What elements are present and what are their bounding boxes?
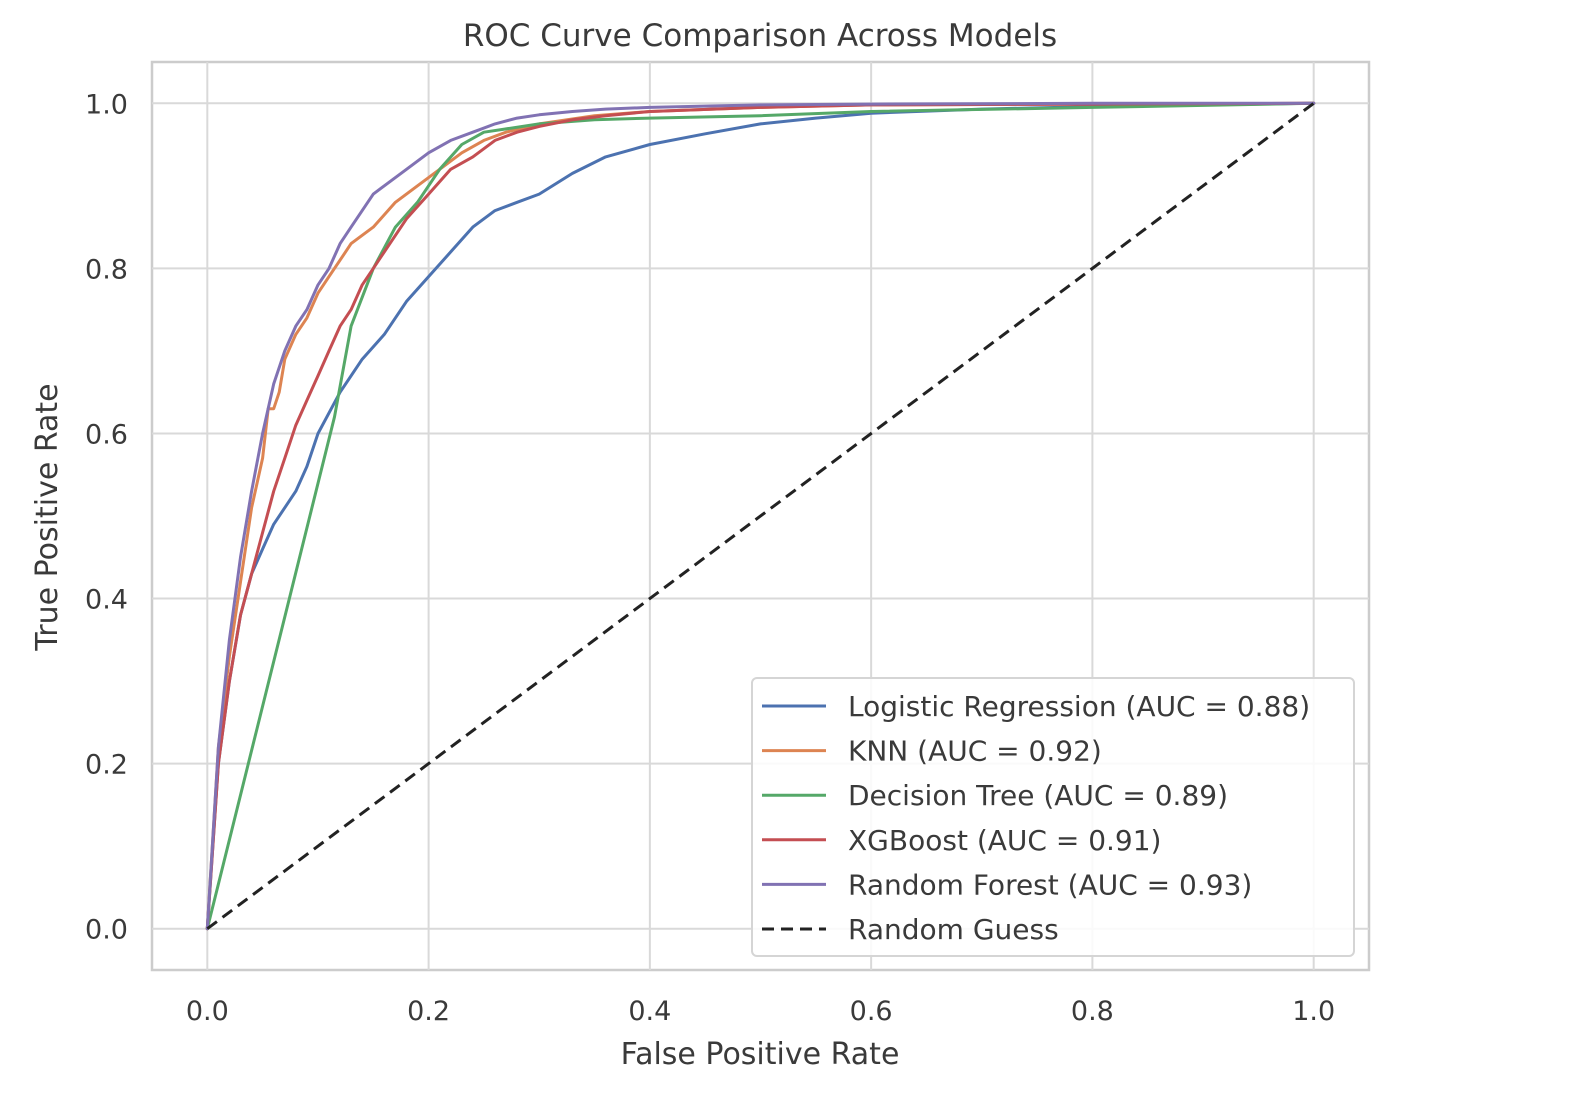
series-line-5	[206, 102, 1315, 930]
x-tick-label: 0.2	[407, 996, 450, 1027]
legend-box	[751, 677, 1355, 957]
y-tick-label: 0.8	[85, 254, 128, 285]
y-axis-label: True Positive Rate	[30, 383, 65, 651]
series-line-3	[205, 101, 1316, 931]
y-tick-label: 0.0	[85, 915, 128, 946]
y-tick-label: 0.2	[85, 750, 128, 781]
x-axis-label: False Positive Rate	[621, 1037, 900, 1072]
series-lines	[205, 101, 1316, 931]
x-tick-label: 0.6	[850, 996, 893, 1027]
chart-title: ROC Curve Comparison Across Models	[463, 18, 1057, 54]
legend: Logistic Regression (AUC = 0.88) KNN (AUC…	[751, 677, 1355, 957]
x-tick-label: 0.0	[186, 996, 229, 1027]
y-tick-labels: 0.0 0.2 0.4 0.6 0.8 1.0	[85, 89, 128, 945]
legend-label: XGBoost (AUC = 0.91)	[848, 824, 1161, 857]
series-line-0	[205, 101, 1316, 931]
legend-label: KNN (AUC = 0.92)	[848, 735, 1102, 768]
legend-label: Random Forest (AUC = 0.93)	[848, 868, 1252, 901]
legend-label: Logistic Regression (AUC = 0.88)	[848, 690, 1310, 723]
y-tick-label: 0.6	[85, 419, 128, 450]
legend-label: Random Guess	[848, 913, 1059, 946]
series-line-2	[205, 101, 1316, 931]
y-tick-label: 0.4	[85, 585, 128, 616]
series-line-4	[205, 101, 1316, 931]
x-tick-label: 0.4	[628, 996, 671, 1027]
x-tick-labels: 0.0 0.2 0.4 0.6 0.8 1.0	[186, 996, 1335, 1027]
legend-label: Decision Tree (AUC = 0.89)	[848, 779, 1228, 812]
x-tick-label: 0.8	[1071, 996, 1114, 1027]
y-tick-label: 1.0	[85, 89, 128, 120]
x-tick-label: 1.0	[1292, 996, 1335, 1027]
